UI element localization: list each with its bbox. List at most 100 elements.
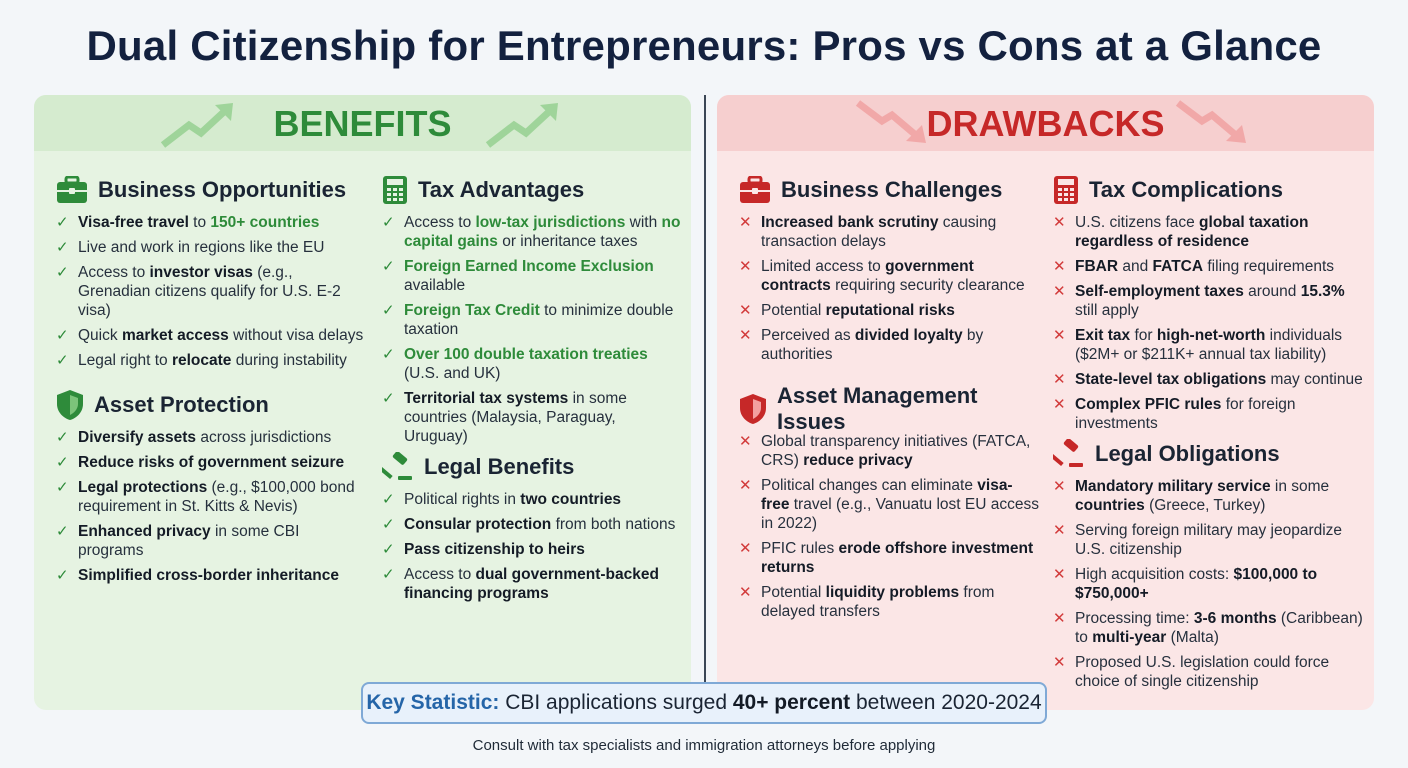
item-emphasis: Pass citizenship to heirs xyxy=(404,541,585,558)
item-emphasis: FBAR xyxy=(1075,258,1119,275)
section-title-text: Legal Obligations xyxy=(1095,441,1280,466)
section-title: Tax Complications xyxy=(1053,175,1365,205)
list-item: ✕ Global transparency initiatives (FATCA,… xyxy=(739,432,1039,470)
check-icon: ✓ xyxy=(56,264,69,281)
key-statistic-label: Key Statistic: xyxy=(366,691,500,714)
check-icon: ✓ xyxy=(382,541,395,558)
item-emphasis: two countries xyxy=(520,491,622,508)
item-emphasis: reduce privacy xyxy=(803,452,913,469)
list-item: ✕ PFIC rules erode offshore investment re… xyxy=(739,539,1039,577)
list-item: ✓ Visa-free travel to 150+ countries xyxy=(56,213,366,232)
item-list: ✕ Increased bank scrutiny causing transac… xyxy=(739,213,1039,364)
list-item: ✕ Increased bank scrutiny causing transac… xyxy=(739,213,1039,251)
cross-icon: ✕ xyxy=(1053,610,1066,627)
section-asset-management-issues: Asset Management Issues ✕ Global transpar… xyxy=(739,383,1039,621)
item-emphasis: low-tax jurisdictions xyxy=(475,214,626,231)
section-title: Business Opportunities xyxy=(56,175,366,205)
item-emphasis: Visa-free travel xyxy=(78,214,189,231)
item-text: to minimize double taxation xyxy=(404,302,674,338)
item-emphasis: 15.3% xyxy=(1300,283,1345,300)
list-item: ✓ Live and work in regions like the EU xyxy=(56,238,366,257)
center-divider xyxy=(704,95,706,685)
key-statistic-text-end: between 2020-2024 xyxy=(850,691,1042,714)
item-emphasis: multi-year xyxy=(1092,629,1167,646)
gavel-icon xyxy=(1053,439,1083,467)
item-text: individuals ($2M+ or $211K+ annual tax l… xyxy=(1075,327,1343,363)
item-text: requiring security clearance xyxy=(830,277,1025,294)
item-text: by authorities xyxy=(761,327,984,363)
cross-icon: ✕ xyxy=(739,327,752,344)
item-emphasis: Reduce risks of government seizure xyxy=(78,454,345,471)
section-tax-advantages: Tax Advantages ✓ Access to low-tax jurisd… xyxy=(382,175,682,446)
item-emphasis: Increased bank scrutiny xyxy=(761,214,939,231)
check-icon: ✓ xyxy=(56,479,69,496)
item-emphasis: Complex PFIC rules xyxy=(1075,396,1222,413)
shield-icon xyxy=(57,390,83,420)
benefits-panel: BENEFITS Business Opportunities ✓ Visa-fr… xyxy=(34,95,691,710)
item-text: U.S. citizens face xyxy=(1075,214,1200,231)
trend-down-icon xyxy=(855,100,926,143)
item-text: Potential xyxy=(761,302,826,319)
list-item: ✓ Access to low-tax jurisdictions with no… xyxy=(382,213,682,251)
check-icon: ✓ xyxy=(382,214,395,231)
cross-icon: ✕ xyxy=(1053,258,1066,275)
item-emphasis: divided loyalty xyxy=(854,327,963,344)
item-text: Global transparency initiatives (FATCA, … xyxy=(761,433,1031,469)
cross-icon: ✕ xyxy=(1053,214,1066,231)
item-text: Live and work in regions like the EU xyxy=(78,239,325,256)
item-emphasis: Simplified cross-border inheritance xyxy=(78,567,339,584)
item-emphasis: 150+ countries xyxy=(210,214,320,231)
check-icon: ✓ xyxy=(56,214,69,231)
list-item: ✓ Foreign Earned Income Exclusion availab… xyxy=(382,257,682,295)
check-icon: ✓ xyxy=(56,454,69,471)
item-text: causing transaction delays xyxy=(761,214,997,250)
item-text: may continue xyxy=(1266,371,1363,388)
section-business-challenges: Business Challenges ✕ Increased bank scru… xyxy=(739,175,1039,364)
list-item: ✕ Limited access to government contracts … xyxy=(739,257,1039,295)
section-title: Tax Advantages xyxy=(382,175,682,205)
section-title-text: Asset Management Issues xyxy=(777,383,978,434)
check-icon: ✓ xyxy=(382,390,395,407)
item-text: Potential xyxy=(761,584,826,601)
list-item: ✓ Access to dual government-backed financ… xyxy=(382,565,682,603)
cross-icon: ✕ xyxy=(739,477,752,494)
check-icon: ✓ xyxy=(56,327,69,344)
item-text: around xyxy=(1243,283,1301,300)
item-emphasis: high-net-worth xyxy=(1156,327,1266,344)
item-text: still apply xyxy=(1075,302,1139,319)
item-text: (Greece, Turkey) xyxy=(1144,497,1266,514)
section-asset-protection: Asset Protection ✓ Diversify assets acros… xyxy=(56,390,366,585)
trend-up-icon xyxy=(160,103,233,148)
item-text: Political rights in xyxy=(404,491,521,508)
check-icon: ✓ xyxy=(56,429,69,446)
check-icon: ✓ xyxy=(56,352,69,369)
item-text: across jurisdictions xyxy=(196,429,332,446)
section-title: Asset Management Issues xyxy=(739,383,1039,434)
section-title-text: Business Challenges xyxy=(781,177,1003,202)
item-text: during instability xyxy=(231,352,347,369)
check-icon: ✓ xyxy=(56,567,69,584)
list-item: ✓ Access to investor visas (e.g., Grenadi… xyxy=(56,263,366,320)
list-item: ✓ Enhanced privacy in some CBI programs xyxy=(56,522,366,560)
cross-icon: ✕ xyxy=(1053,396,1066,413)
item-list: ✓ Visa-free travel to 150+ countries ✓ Live… xyxy=(56,213,366,370)
item-emphasis: Over 100 double taxation treaties xyxy=(404,346,648,363)
trend-down-icon xyxy=(1175,100,1246,143)
item-emphasis: no capital gains xyxy=(404,214,681,250)
item-emphasis: FATCA xyxy=(1152,258,1204,275)
list-item: ✕ Potential liquidity problems from delay… xyxy=(739,583,1039,621)
item-text: for xyxy=(1130,327,1157,344)
item-text: in some CBI programs xyxy=(78,523,300,559)
item-text: Access to xyxy=(404,566,476,583)
item-text: Access to xyxy=(404,214,476,231)
drawbacks-column-right: Tax Complications ✕ U.S. citizens face gl… xyxy=(1053,175,1365,697)
check-icon: ✓ xyxy=(56,523,69,540)
item-emphasis: relocate xyxy=(171,352,232,369)
calculator-icon xyxy=(1054,176,1078,204)
item-text: High acquisition costs: xyxy=(1075,566,1234,583)
item-emphasis: liquidity problems xyxy=(825,584,960,601)
section-title: Legal Benefits xyxy=(382,452,682,482)
list-item: ✕ State-level tax obligations may continu… xyxy=(1053,370,1365,389)
item-text: and xyxy=(1118,258,1153,275)
item-emphasis: Territorial tax systems xyxy=(404,390,569,407)
